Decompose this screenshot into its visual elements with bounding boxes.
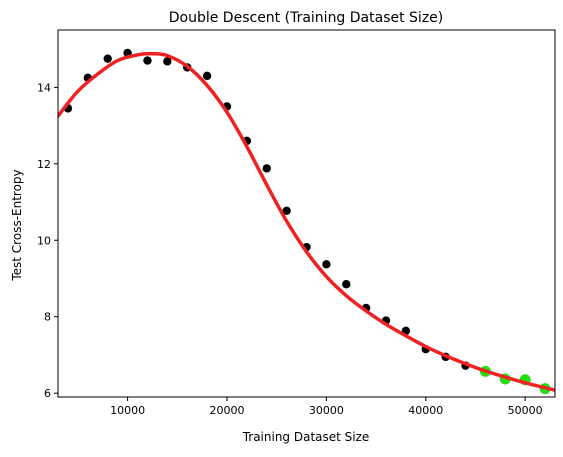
chart-title: Double Descent (Training Dataset Size) <box>169 10 444 26</box>
x-tick-label-1: 20000 <box>209 404 244 417</box>
plot-area <box>58 48 555 395</box>
y-tick-label-4: 14 <box>37 81 51 94</box>
plot-frame <box>57 29 556 398</box>
data-point-7 <box>202 71 212 81</box>
y-tick-label-1: 8 <box>44 311 51 324</box>
data-point-4 <box>143 56 152 65</box>
data-point-13 <box>322 260 331 269</box>
axes: 10000 20000 30000 40000 50000 6 8 10 12 14 <box>37 29 556 417</box>
x-axis-label: Training Dataset Size <box>242 430 370 444</box>
y-tick-label-2: 10 <box>37 234 51 247</box>
x-tick-label-0: 10000 <box>110 404 145 417</box>
data-point-2 <box>103 54 112 63</box>
x-tick-label-4: 50000 <box>508 404 543 417</box>
data-point-11 <box>282 206 291 216</box>
y-axis-label: Test Cross-Entropy <box>10 169 24 281</box>
y-tick-label-0: 6 <box>44 387 51 400</box>
x-tick-label-2: 30000 <box>309 404 344 417</box>
data-point-5 <box>163 57 172 66</box>
x-tick-label-3: 40000 <box>408 404 443 417</box>
plot-content <box>58 48 555 395</box>
y-tick-label-3: 12 <box>37 158 51 171</box>
data-point-10 <box>262 164 271 173</box>
fit-curve <box>58 51 555 392</box>
data-point-14 <box>342 280 351 289</box>
